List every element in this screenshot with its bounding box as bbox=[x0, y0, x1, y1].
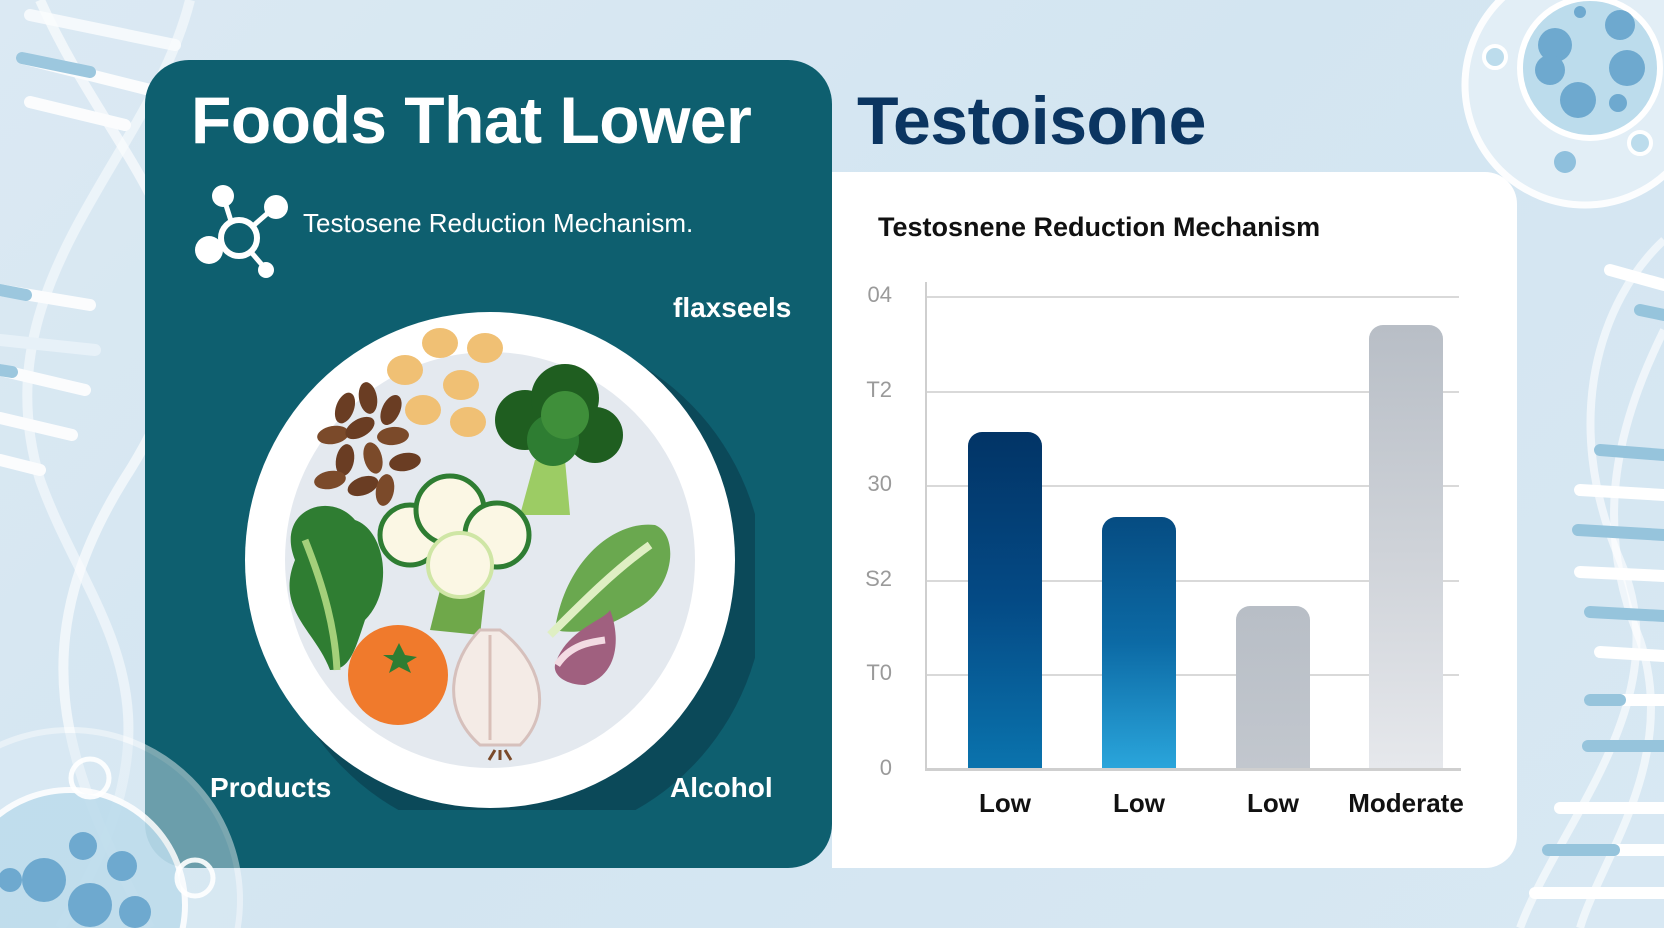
food-label-alcohol: Alcohol bbox=[670, 772, 773, 803]
cauliflower-icon bbox=[377, 473, 532, 635]
food-label-products: Products bbox=[210, 772, 332, 803]
orange-icon bbox=[348, 625, 448, 725]
molecule-icon bbox=[195, 185, 288, 278]
y-tick-label: 30 bbox=[867, 471, 892, 496]
page-title-right: Testoisone bbox=[857, 83, 1206, 159]
y-tick-label: T2 bbox=[866, 377, 892, 402]
x-label: Low bbox=[979, 788, 1031, 818]
left-panel: Foods That Lower Testosene Reduction Mec… bbox=[145, 60, 832, 868]
gridline bbox=[927, 580, 1459, 582]
soybeans-icon bbox=[387, 328, 503, 437]
x-label: Low bbox=[1247, 788, 1299, 818]
food-label-flaxseeds: flaxseels bbox=[673, 292, 792, 323]
chart-panel: Testosnene Reduction Mechanism 04 T2 30 … bbox=[832, 172, 1517, 868]
subtitle-row: Testosene Reduction Mechanism. bbox=[191, 178, 693, 278]
onion-icon bbox=[554, 610, 616, 685]
y-tick-label: S2 bbox=[865, 566, 892, 591]
bar-low-1 bbox=[968, 431, 1042, 768]
page-title-left: Foods That Lower bbox=[191, 83, 752, 157]
x-label: Low bbox=[1113, 788, 1165, 818]
gridline bbox=[927, 485, 1459, 487]
bar-low-2 bbox=[1102, 516, 1176, 768]
chart-title: Testosnene Reduction Mechanism bbox=[878, 212, 1321, 242]
gridline bbox=[927, 674, 1459, 676]
y-tick-label: 04 bbox=[867, 282, 892, 307]
dna-helix-right-icon bbox=[1516, 237, 1664, 928]
y-tick-label: 0 bbox=[879, 755, 892, 780]
y-tick-label: T0 bbox=[866, 660, 892, 685]
broccoli-icon bbox=[495, 364, 623, 515]
gridline bbox=[927, 296, 1459, 298]
lettuce-icon bbox=[547, 524, 671, 638]
x-label: Moderate bbox=[1348, 788, 1464, 818]
bar-low-3 bbox=[1236, 605, 1310, 768]
flaxseeds-icon bbox=[314, 382, 421, 506]
food-plate-illustration bbox=[245, 312, 755, 810]
kale-icon bbox=[289, 505, 384, 671]
gridline bbox=[927, 391, 1459, 393]
x-axis bbox=[925, 768, 1461, 771]
subtitle-left: Testosene Reduction Mechanism. bbox=[303, 207, 694, 238]
y-axis bbox=[925, 282, 927, 770]
bar-chart: 04 T2 30 S2 T0 0 Low Low Low Moderate bbox=[832, 172, 1517, 868]
bar-moderate bbox=[1369, 325, 1443, 768]
garlic-icon bbox=[452, 628, 542, 761]
